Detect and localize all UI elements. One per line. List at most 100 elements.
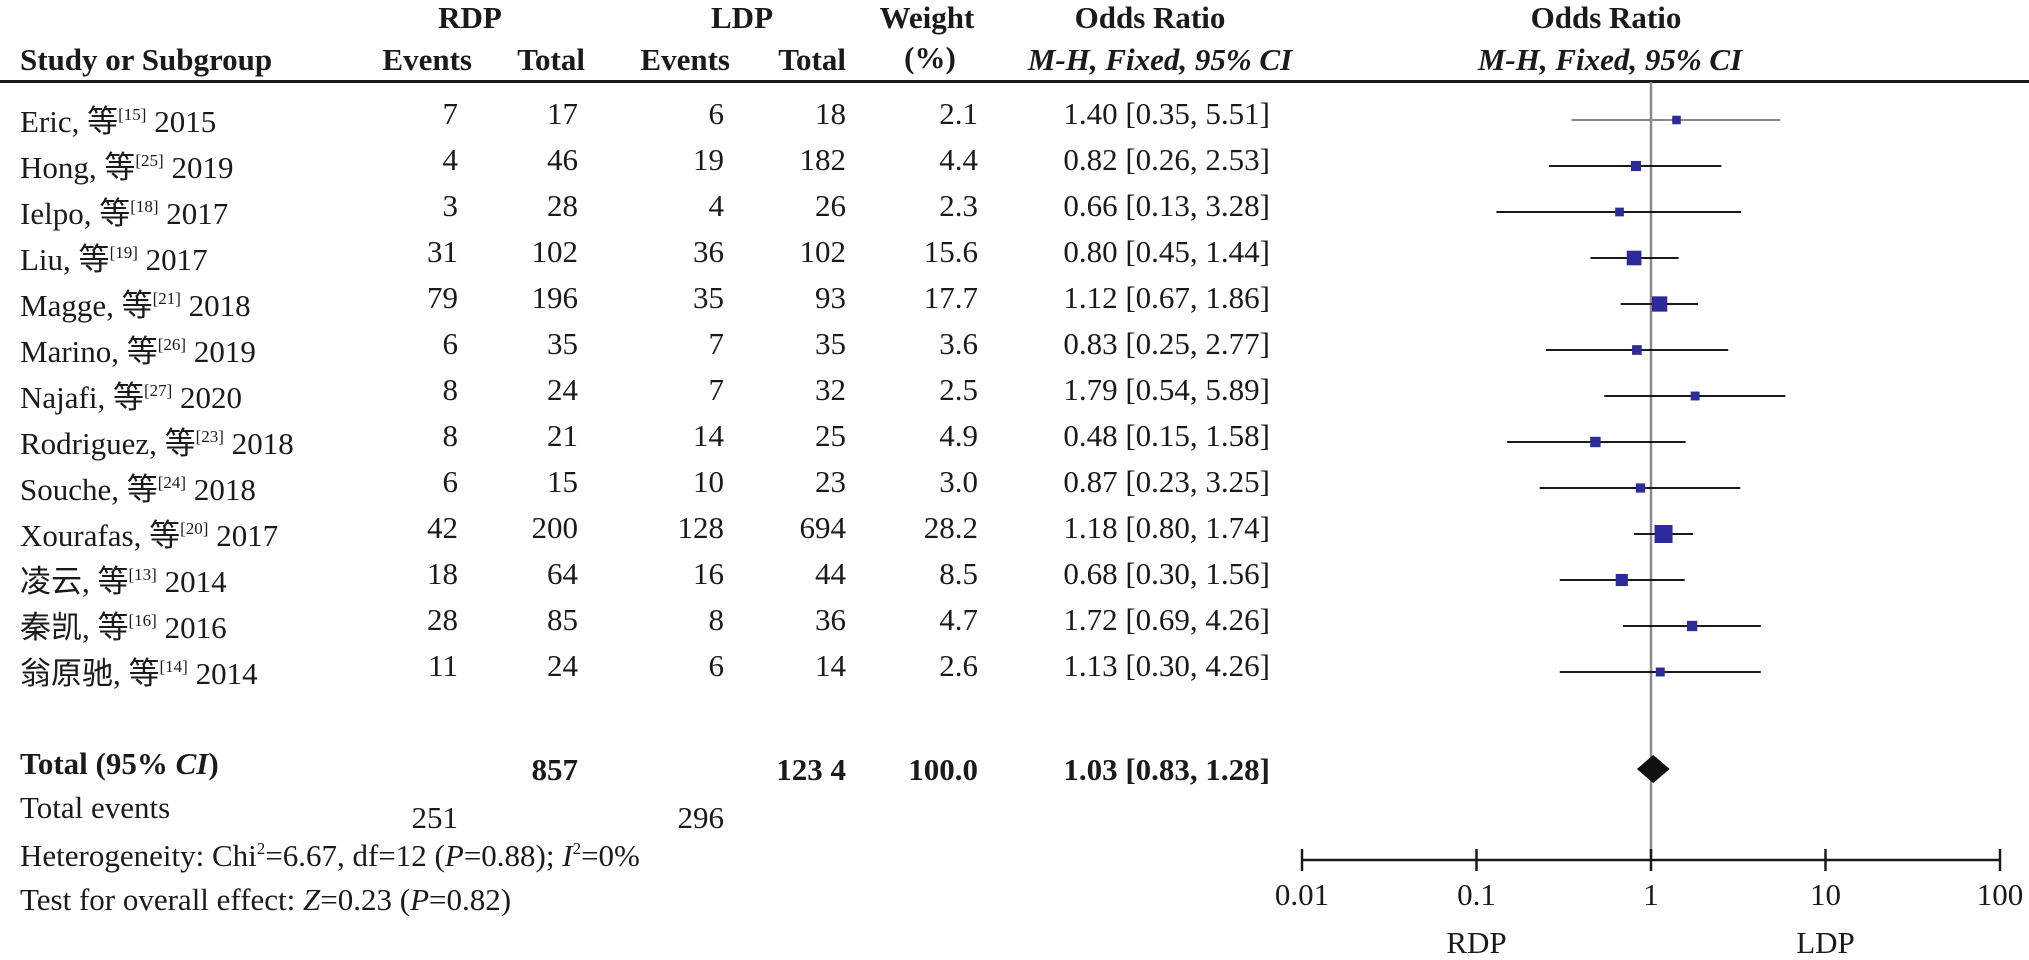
effect-marker xyxy=(1651,296,1668,312)
ldp-events: 4 xyxy=(708,188,725,223)
ldp-total: 14 xyxy=(815,648,846,683)
weight-value: 17.7 xyxy=(923,280,978,315)
study-label: Najafi, 等[27] 2020 xyxy=(20,380,243,415)
ldp-events: 6 xyxy=(708,96,725,131)
favours-rdp-label: RDP xyxy=(1446,925,1506,960)
ldp-total: 26 xyxy=(815,188,846,223)
rdp-total: 196 xyxy=(531,280,579,315)
ldp-total: 35 xyxy=(815,326,846,361)
rdp-events: 6 xyxy=(442,326,459,361)
x-axis-tick-label: 0.1 xyxy=(1457,877,1496,912)
x-axis-tick-label: 1 xyxy=(1643,877,1659,912)
study-label: Magge, 等[21] 2018 xyxy=(20,288,251,323)
weight-value: 4.9 xyxy=(939,418,978,453)
ldp-total: 32 xyxy=(815,372,846,407)
events2-header: Events xyxy=(640,42,730,77)
odds-ratio-value: 1.13 [0.30, 4.26] xyxy=(1063,648,1270,683)
odds-ratio-value: 1.18 [0.80, 1.74] xyxy=(1063,510,1270,545)
or-column-header: Odds Ratio xyxy=(1074,0,1226,35)
rdp-total: 21 xyxy=(547,418,578,453)
effect-marker xyxy=(1615,573,1628,587)
odds-ratio-value: 0.66 [0.13, 3.28] xyxy=(1063,188,1270,223)
header-divider xyxy=(0,80,2029,83)
study-header: Study or Subgroup xyxy=(20,42,273,77)
odds-ratio-value: 0.48 [0.15, 1.58] xyxy=(1063,418,1270,453)
odds-ratio-value: 0.80 [0.45, 1.44] xyxy=(1063,234,1270,269)
total-rdp: 857 xyxy=(531,752,579,787)
rdp-events: 3 xyxy=(442,188,459,223)
weight-value: 4.7 xyxy=(939,602,978,637)
total-ldp: 123 4 xyxy=(776,752,846,787)
ldp-events: 7 xyxy=(708,326,725,361)
ldp-events: 35 xyxy=(693,280,724,315)
rdp-events: 11 xyxy=(428,648,458,683)
weight-value: 3.0 xyxy=(939,464,978,499)
total-label: Total (95% CI) xyxy=(20,746,219,781)
effect-marker xyxy=(1632,345,1642,355)
pooled-diamond xyxy=(1636,755,1670,783)
total-weight: 100.0 xyxy=(908,752,978,787)
weight-value: 2.1 xyxy=(939,96,978,131)
total-events-ldp: 296 xyxy=(677,800,725,835)
rdp-events: 8 xyxy=(442,372,459,407)
ldp-total: 23 xyxy=(815,464,846,499)
x-axis-tick-label: 100 xyxy=(1977,877,2024,912)
ldp-events: 14 xyxy=(693,418,724,453)
study-label: 凌云, 等[13] 2014 xyxy=(20,564,227,599)
plot-header: Odds Ratio xyxy=(1530,0,1682,35)
ldp-events: 8 xyxy=(708,602,725,637)
rdp-total: 46 xyxy=(547,142,578,177)
odds-ratio-value: 1.72 [0.69, 4.26] xyxy=(1063,602,1270,637)
weight-value: 8.5 xyxy=(939,556,978,591)
ldp-total: 694 xyxy=(799,510,847,545)
study-label: Xourafas, 等[20] 2017 xyxy=(20,518,279,553)
effect-marker xyxy=(1654,525,1673,543)
study-label: Souche, 等[24] 2018 xyxy=(20,472,256,507)
ldp-total: 25 xyxy=(815,418,846,453)
total-or: 1.03 [0.83, 1.28] xyxy=(1063,752,1270,787)
rdp-total: 17 xyxy=(547,96,578,131)
rdp-total: 15 xyxy=(547,464,578,499)
ldp-events: 6 xyxy=(708,648,725,683)
ldp-events: 7 xyxy=(708,372,725,407)
study-label: Rodriguez, 等[23] 2018 xyxy=(20,426,294,461)
odds-ratio-value: 1.40 [0.35, 5.51] xyxy=(1063,96,1270,131)
effect-marker xyxy=(1672,115,1681,125)
rdp-events: 28 xyxy=(427,602,458,637)
weight-value: 28.2 xyxy=(923,510,978,545)
odds-ratio-value: 1.12 [0.67, 1.86] xyxy=(1063,280,1270,315)
odds-ratio-value: 0.87 [0.23, 3.25] xyxy=(1063,464,1270,499)
ldp-events: 128 xyxy=(677,510,725,545)
ldp-events: 10 xyxy=(693,464,724,499)
group2-header: LDP xyxy=(711,0,773,35)
effect-marker xyxy=(1615,207,1624,217)
effect-marker xyxy=(1686,620,1698,632)
study-label: Marino, 等[26] 2019 xyxy=(20,334,256,369)
weight-value: 2.3 xyxy=(939,188,978,223)
rdp-total: 35 xyxy=(547,326,578,361)
study-label: Eric, 等[15] 2015 xyxy=(20,104,217,139)
rdp-events: 8 xyxy=(442,418,459,453)
rdp-total: 28 xyxy=(547,188,578,223)
weight-value: 3.6 xyxy=(939,326,978,361)
odds-ratio-value: 0.82 [0.26, 2.53] xyxy=(1063,142,1270,177)
rdp-events: 7 xyxy=(442,96,459,131)
rdp-total: 64 xyxy=(547,556,578,591)
total-events-label: Total events xyxy=(20,790,171,825)
total-events-rdp: 251 xyxy=(411,800,459,835)
total1-header: Total xyxy=(517,42,585,77)
effect-marker xyxy=(1690,391,1700,401)
effect-marker xyxy=(1626,250,1642,266)
or-method-header: M-H, Fixed, 95% CI xyxy=(1027,42,1293,77)
odds-ratio-value: 0.68 [0.30, 1.56] xyxy=(1063,556,1270,591)
ldp-events: 19 xyxy=(693,142,724,177)
effect-marker xyxy=(1630,160,1642,172)
rdp-events: 18 xyxy=(427,556,458,591)
overall-effect-text: Test for overall effect: Z=0.23 (P=0.82) xyxy=(20,882,512,917)
effect-marker xyxy=(1590,436,1601,448)
rdp-events: 42 xyxy=(427,510,458,545)
weight-value: 15.6 xyxy=(923,234,978,269)
x-axis-tick-label: 10 xyxy=(1810,877,1841,912)
rdp-total: 85 xyxy=(547,602,578,637)
